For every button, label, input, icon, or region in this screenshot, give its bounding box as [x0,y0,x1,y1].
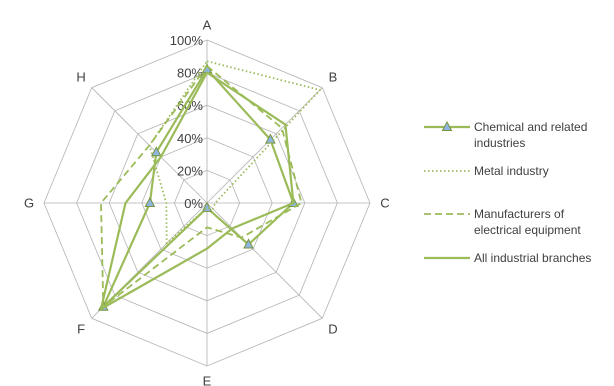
category-label: A [203,18,212,33]
legend-label: Metal industry [474,164,549,178]
category-label: B [329,70,338,85]
legend-label: All industrial branches [474,251,591,265]
tick-label: 100% [170,33,204,48]
series-lines [97,60,321,311]
data-point-marker [243,238,254,249]
axis-spoke [206,87,323,204]
category-label: C [380,196,389,211]
tick-label: 40% [177,131,203,146]
legend: Chemical and related industries Metal indu… [424,120,591,265]
axis-spoke [206,202,323,319]
legend-marker [441,120,453,131]
category-label: F [77,321,85,336]
data-point-marker [144,196,156,207]
category-label: H [76,70,85,85]
tick-label: 0% [184,196,203,211]
data-point-marker [150,146,162,157]
category-label: D [328,321,337,336]
legend-label: Chemical and related industries [474,120,587,150]
category-labels: A B C D E F G H [24,18,390,386]
category-label: G [24,196,34,211]
tick-label: 20% [177,163,203,178]
data-point-marker [201,201,213,212]
legend-label: Manufacturers of electrical equipment [474,207,581,237]
category-label: E [203,374,212,386]
series-line-4 [99,71,295,311]
